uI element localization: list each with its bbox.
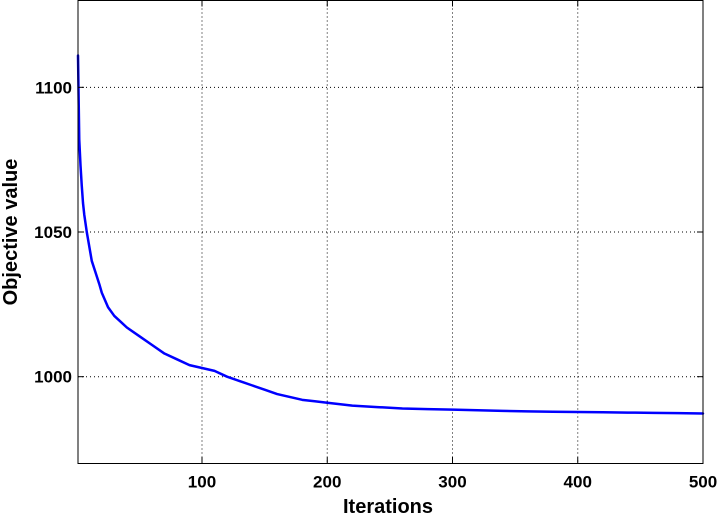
tick-labels: 100 200 300 400 500 1000 1050 1100 [34,78,717,491]
y-tick-label: 1050 [34,223,72,242]
x-tick-label: 300 [438,473,466,492]
x-tick-label: 200 [313,473,341,492]
x-tick-label: 100 [188,473,216,492]
grid [78,0,703,464]
x-tick-label: 400 [564,473,592,492]
y-axis-label: Objective value [0,159,22,306]
objective-series-line [76,54,705,415]
y-tick-label: 1000 [34,368,72,387]
y-tick-label: 1100 [35,78,72,97]
x-tick-label: 500 [689,473,717,492]
x-axis-label: Iterations [343,496,433,514]
axis-ticks [78,0,704,464]
plot-area [76,54,705,415]
